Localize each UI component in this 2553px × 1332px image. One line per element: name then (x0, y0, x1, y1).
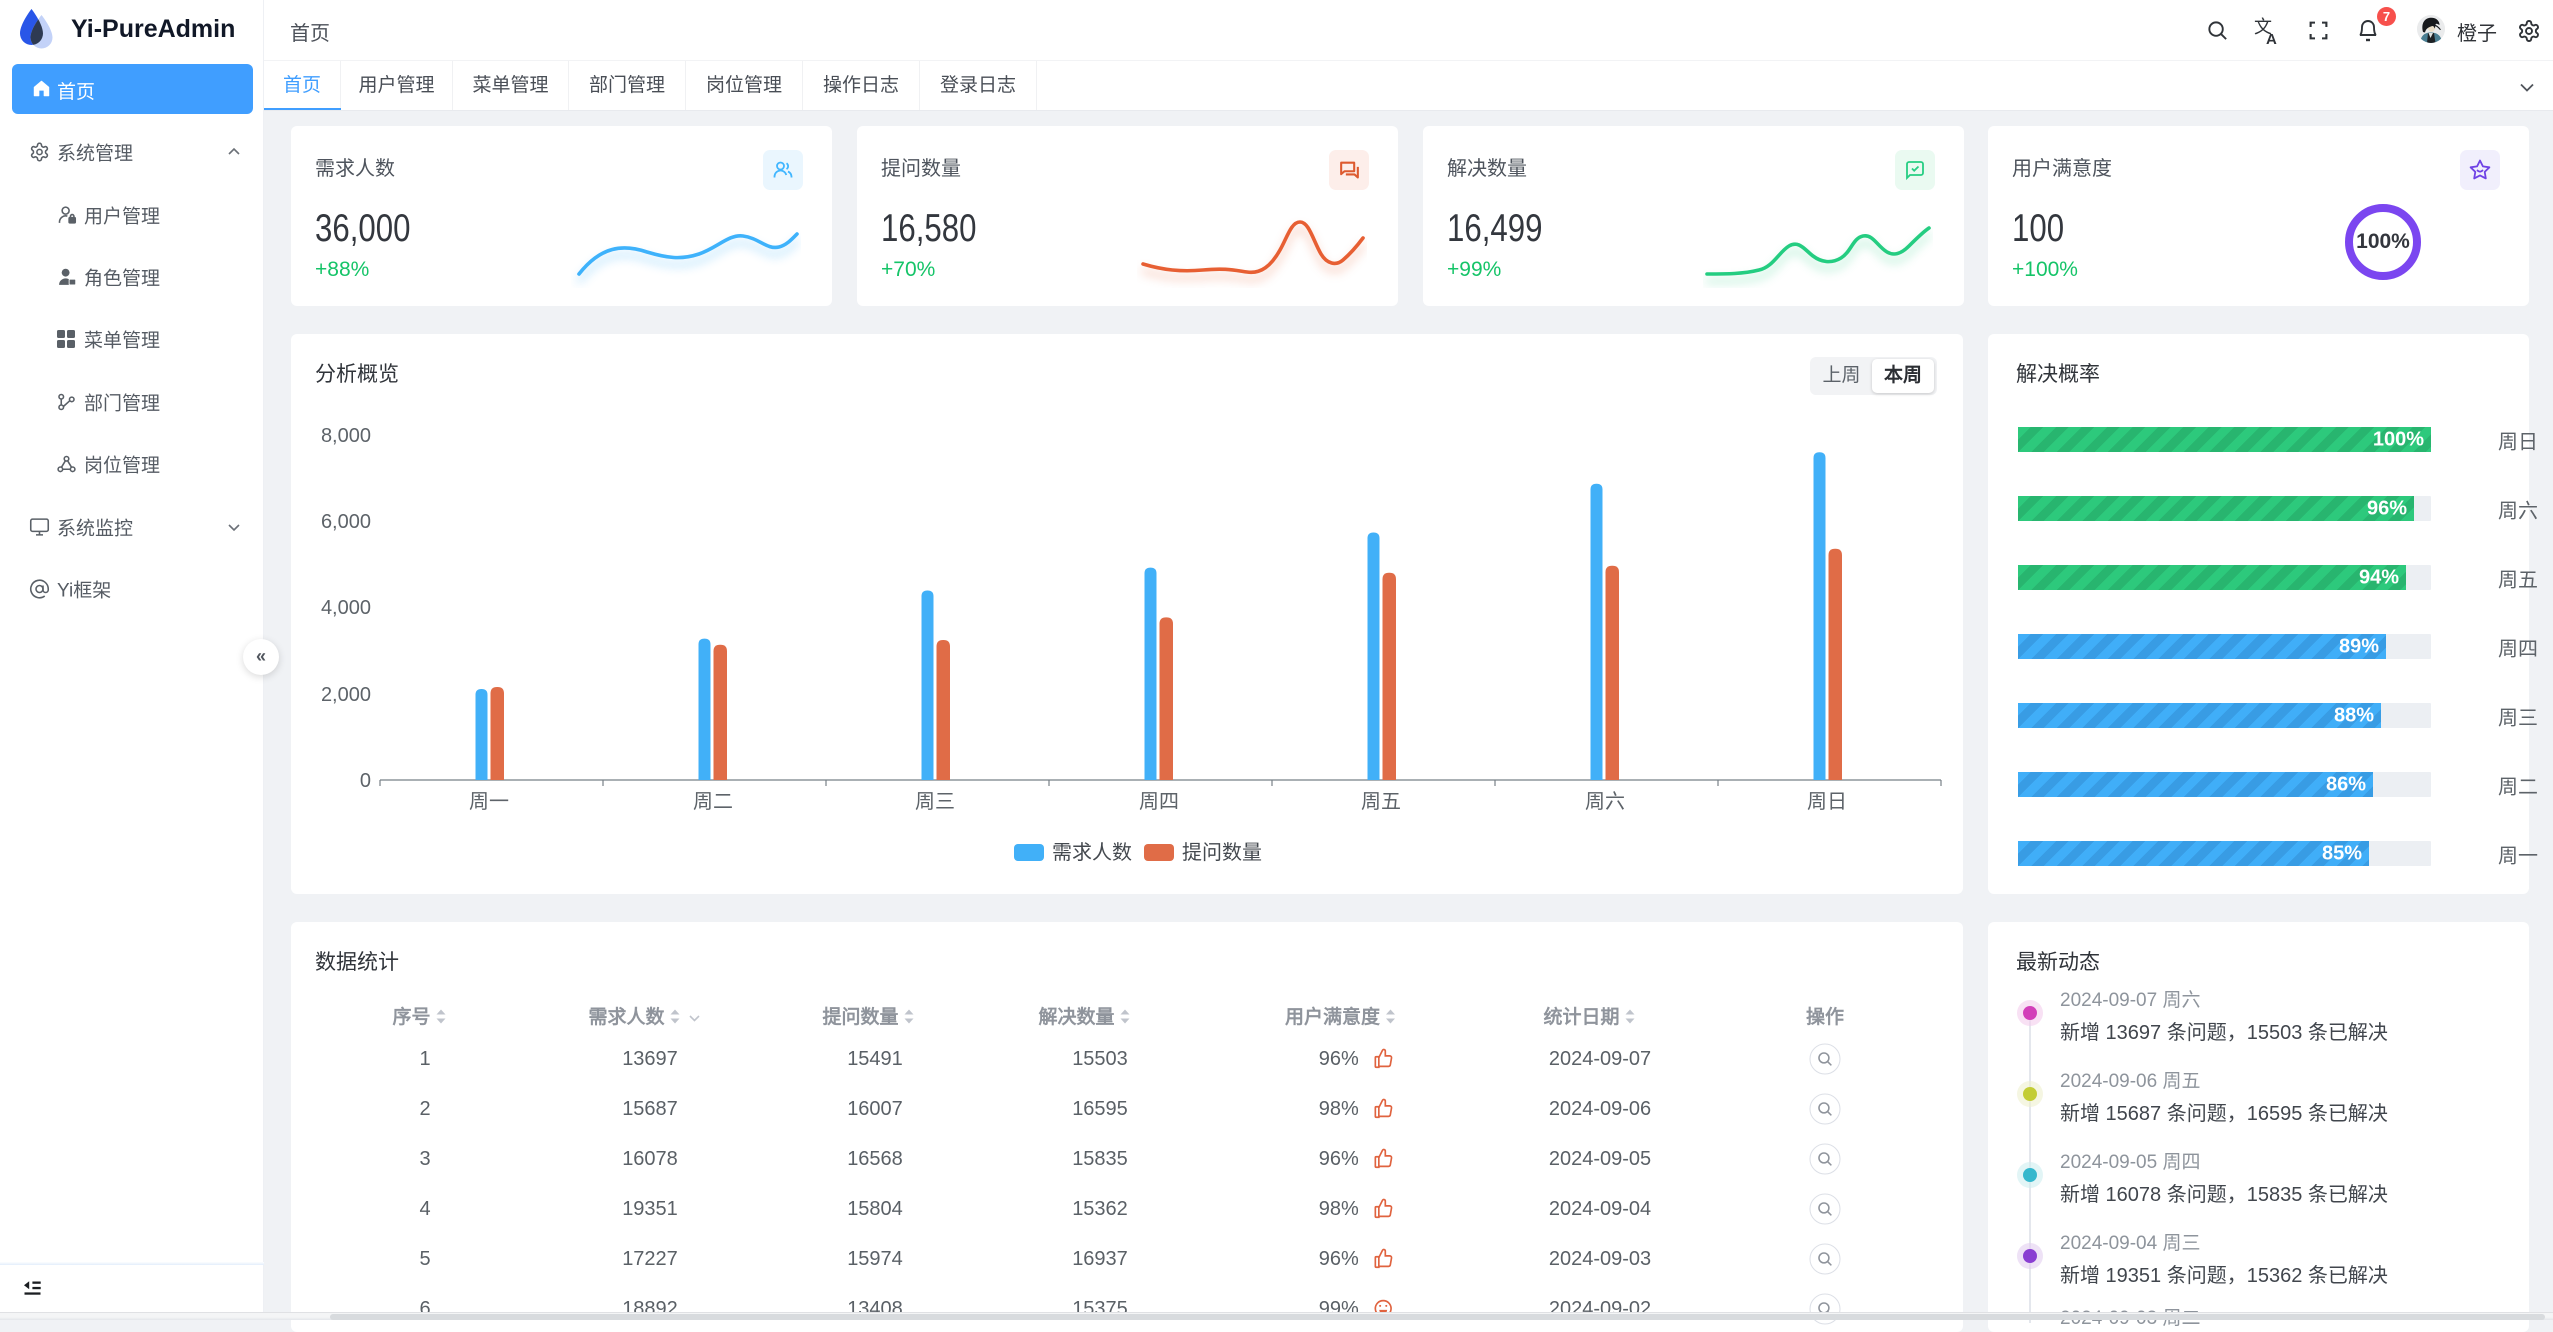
svg-text:0: 0 (360, 770, 371, 792)
svg-text:周三: 周三 (915, 791, 955, 813)
svg-text:周四: 周四 (1139, 791, 1179, 813)
svg-text:周一: 周一 (469, 791, 509, 813)
svg-text:文: 文 (2254, 17, 2272, 37)
svg-text:6,000: 6,000 (321, 511, 371, 533)
svg-text:8,000: 8,000 (321, 425, 371, 447)
svg-text:2,000: 2,000 (321, 684, 371, 706)
svg-text:周六: 周六 (1585, 790, 1625, 813)
svg-text:提问数量: 提问数量 (1182, 841, 1262, 864)
svg-text:周日: 周日 (1807, 791, 1847, 813)
svg-text:A: A (2266, 31, 2277, 45)
svg-text:需求人数: 需求人数 (1052, 841, 1132, 864)
svg-text:周五: 周五 (1361, 791, 1401, 813)
svg-text:周二: 周二 (693, 791, 733, 813)
svg-text:4,000: 4,000 (321, 597, 371, 619)
